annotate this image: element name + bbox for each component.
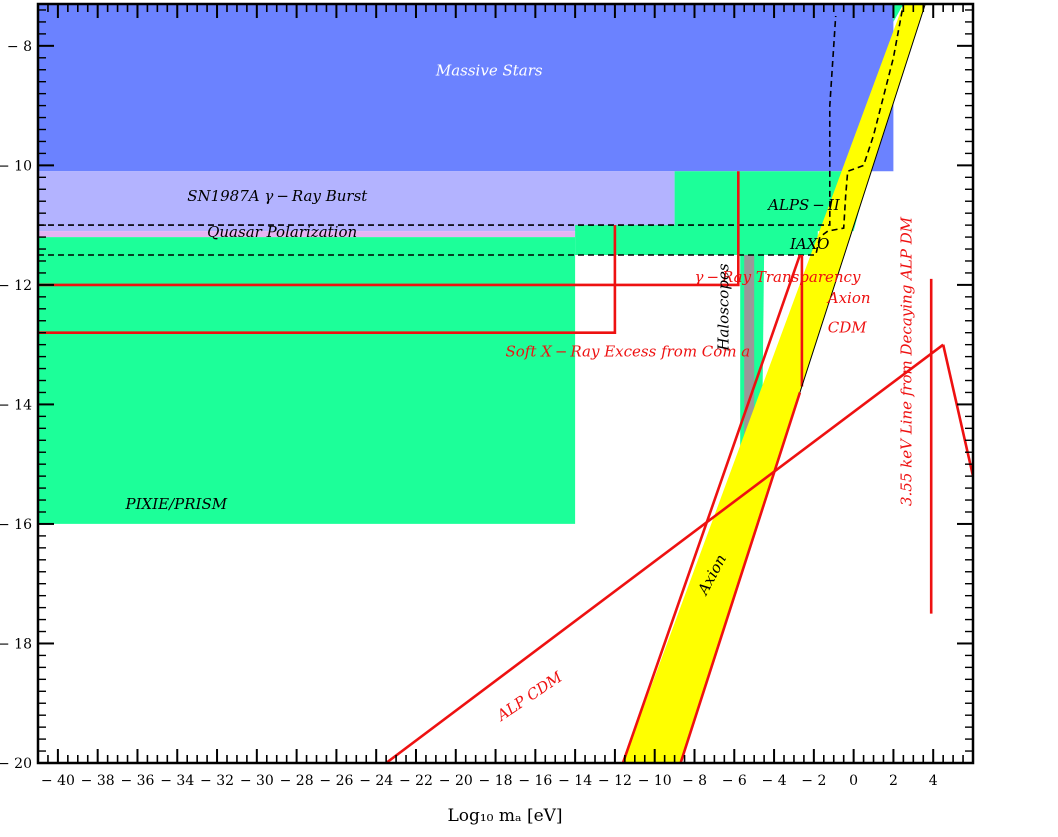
region-green-top-corner: [893, 4, 904, 22]
x-tick-label: 2: [889, 773, 898, 789]
lines-layer: [38, 4, 973, 763]
label-pixie: PIXIE/PRISM: [125, 495, 228, 513]
y-tick-label: − 10: [0, 158, 32, 174]
x-tick-label: − 4: [762, 773, 787, 789]
y-tick-label: − 14: [0, 397, 32, 413]
x-tick-label: − 20: [439, 773, 473, 789]
series-line-8: [621, 254, 802, 763]
label-haloscopes: Haloscopes: [714, 263, 732, 351]
x-tick-label: − 18: [479, 773, 513, 789]
label-axion_cdm_2: CDM: [828, 319, 868, 337]
y-tick-label: − 20: [0, 756, 32, 772]
x-tick-label: − 10: [638, 773, 672, 789]
x-tick-label: − 6: [722, 773, 747, 789]
x-tick-label: − 12: [598, 773, 632, 789]
y-tick-label: − 16: [0, 517, 32, 533]
x-tick-label: 4: [929, 773, 938, 789]
label-alps: ALPS − II: [766, 196, 841, 214]
x-tick-label: − 24: [359, 773, 393, 789]
x-tick-label: − 26: [319, 773, 353, 789]
x-tick-label: − 2: [801, 773, 826, 789]
series-line-7: [941, 344, 973, 477]
x-tick-label: − 14: [558, 773, 592, 789]
label-quasar: Quasar Polarization: [207, 223, 357, 241]
regions-layer: [38, 4, 926, 763]
x-tick-label: − 30: [240, 773, 274, 789]
label-massive_stars: Massive Stars: [435, 62, 543, 80]
y-tick-label: − 12: [0, 278, 32, 294]
x-tick-label: − 38: [81, 773, 115, 789]
series-line-5: [385, 343, 944, 763]
region-green-upper-block: [674, 171, 854, 232]
x-tick-label: − 22: [399, 773, 433, 789]
region-massive-stars: [38, 4, 894, 172]
region-green-mid-strip: [575, 225, 818, 255]
label-axion_cdm_1: Axion: [826, 289, 871, 307]
series-line-2: [38, 171, 740, 287]
x-tick-label: 0: [849, 773, 858, 789]
x-tick-label: − 8: [682, 773, 707, 789]
region-quasar: [38, 231, 576, 238]
x-tick-label: − 32: [200, 773, 234, 789]
label-iaxo: IAXO: [789, 235, 829, 253]
x-tick-label: − 36: [120, 773, 154, 789]
y-tick-label: − 8: [7, 39, 32, 55]
label-gamma_transparency: γ − Ray Transparency: [694, 268, 860, 286]
x-axis-title: Log₁₀ mₐ [eV]: [447, 806, 562, 826]
x-tick-label: − 40: [41, 773, 75, 789]
label-kev_line: 3.55 keV Line from Decaying ALP DM: [897, 216, 915, 506]
region-pixie-prism: [38, 237, 576, 524]
region-sn1987a: [38, 171, 675, 232]
series-line-0: [38, 15, 837, 226]
x-tick-label: − 16: [518, 773, 552, 789]
x-tick-label: − 34: [160, 773, 194, 789]
region-axion-band: [622, 4, 926, 763]
series-line-1: [38, 4, 905, 256]
series-line-3: [38, 225, 617, 335]
y-tick-label: − 18: [0, 636, 32, 652]
x-tick-label: − 28: [280, 773, 314, 789]
series-line-9: [679, 392, 802, 763]
label-sn1987a: SN1987A γ − Ray Burst: [187, 187, 368, 205]
label-soft_xray: Soft X − Ray Excess from Com a: [506, 343, 751, 361]
ticks-layer: − 40− 38− 36− 34− 32− 30− 28− 26− 24− 22…: [0, 4, 974, 789]
series-line-10: [799, 4, 926, 393]
